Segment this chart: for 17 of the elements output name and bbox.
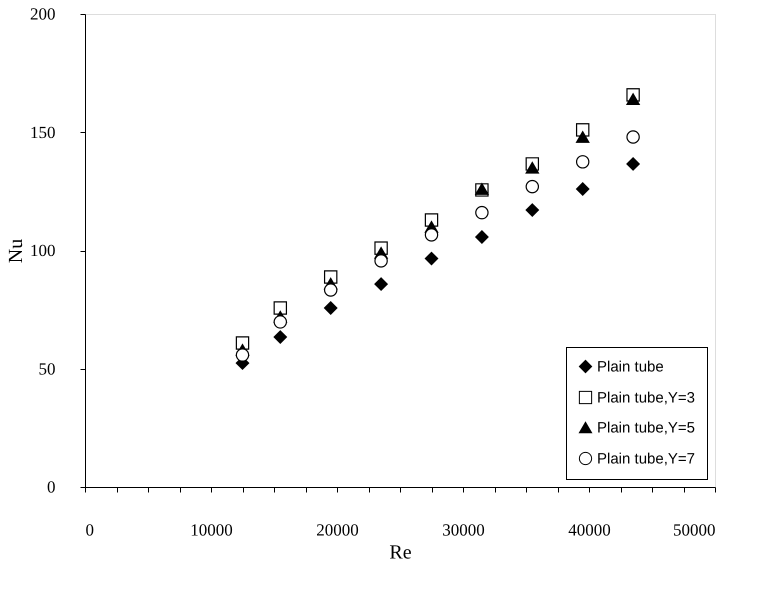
y-tick-label: 0: [47, 478, 56, 496]
x-tick-label: 40000: [568, 520, 611, 540]
legend-label: Plain tube,Y=7: [597, 450, 695, 468]
y-tick-label: 200: [30, 4, 56, 24]
x-tick-label: 50000: [673, 520, 716, 540]
x-tick-label: 10000: [190, 520, 233, 540]
y-axis-title: Nu: [5, 238, 27, 264]
x-tick-label: 30000: [442, 520, 485, 540]
y-tick-label: 150: [30, 122, 56, 142]
x-tick-label: 0: [86, 520, 94, 540]
y-tick-label: 50: [38, 359, 56, 378]
legend-label: Plain tube,Y=5: [597, 420, 695, 436]
y-tick-label: 100: [30, 241, 56, 260]
x-tick-label: 20000: [316, 520, 359, 540]
legend-label: Plain tube,Y=3: [597, 390, 695, 406]
legend-label: Plain tube: [597, 358, 664, 376]
x-axis-title: Re: [389, 542, 412, 564]
